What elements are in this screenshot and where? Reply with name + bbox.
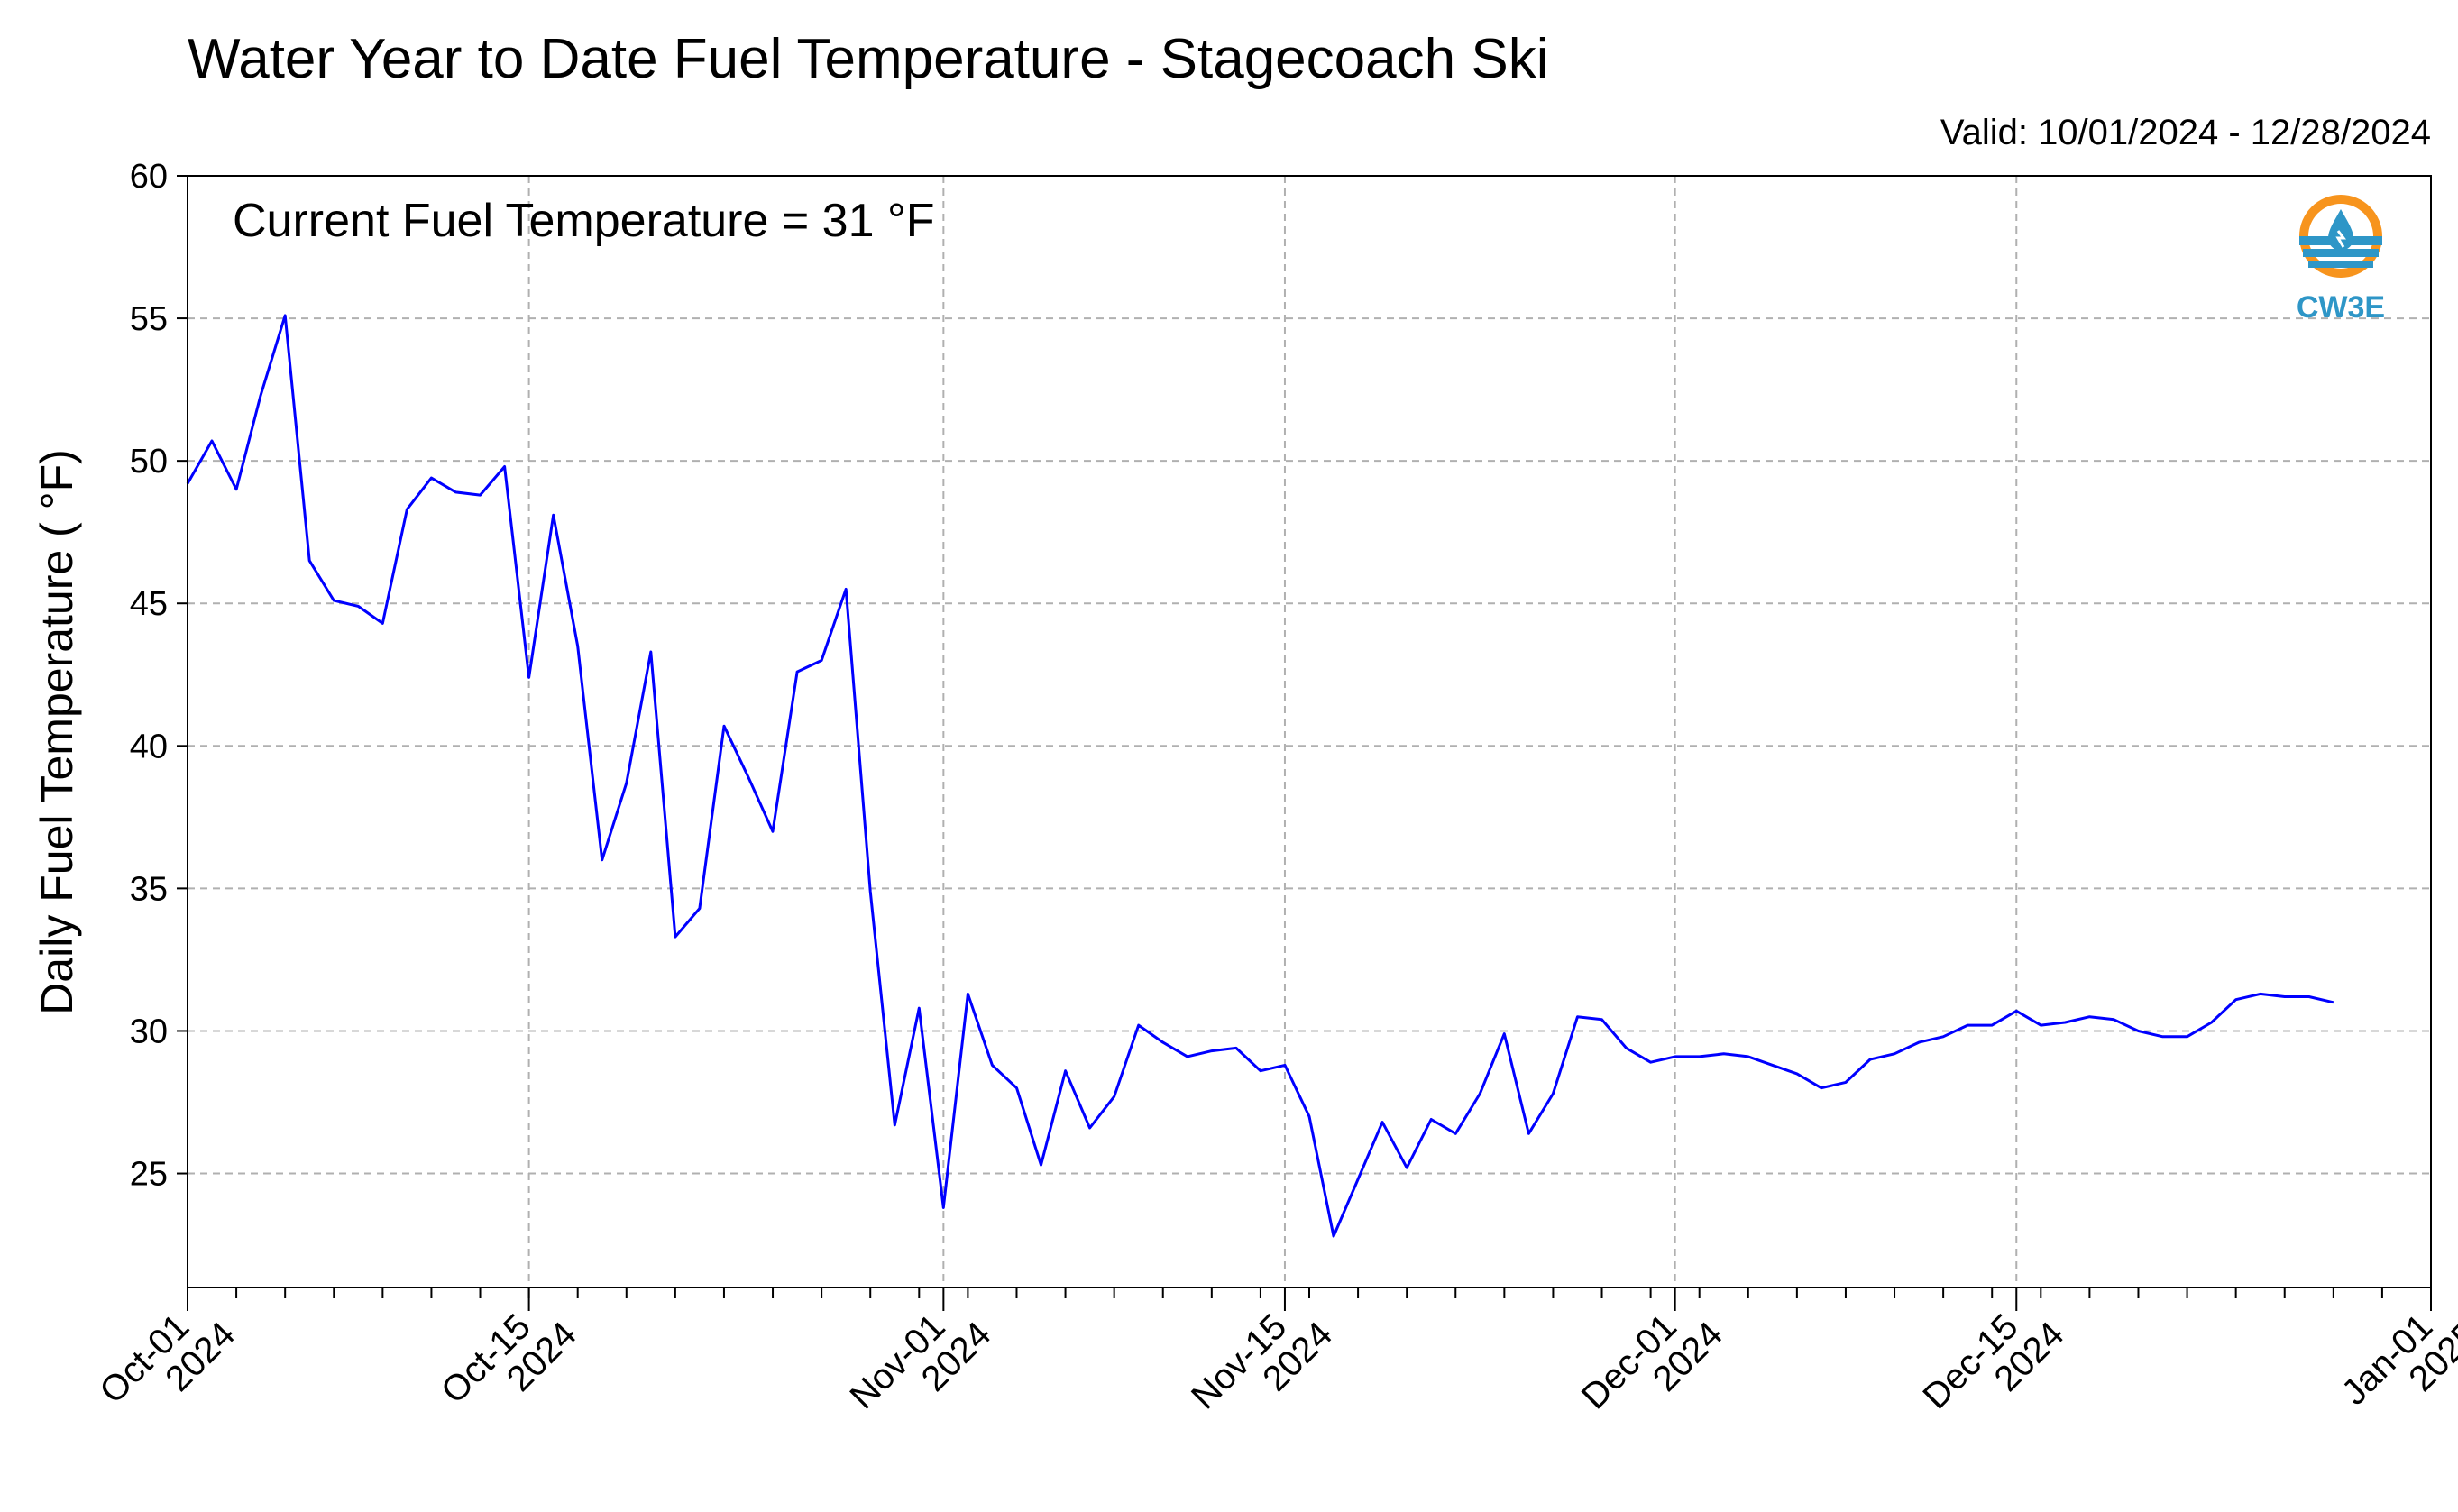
cw3e-logo: CW3E — [2297, 195, 2385, 325]
cw3e-water-drop-logo-icon — [2299, 195, 2382, 278]
plot-frame — [187, 175, 2432, 1288]
y-tick-label: 30 — [130, 1013, 168, 1050]
fuel-temperature-line — [186, 314, 2334, 1238]
y-tick-label: 60 — [130, 158, 168, 196]
valid-date-range: Valid: 10/01/2024 - 12/28/2024 — [1940, 113, 2431, 152]
y-tick-label: 40 — [130, 728, 168, 765]
y-axis-label: Daily Fuel Temperature ( °F) — [32, 449, 82, 1015]
plot-area — [186, 314, 2334, 1238]
chart-title: Water Year to Date Fuel Temperature - St… — [188, 28, 1548, 90]
y-tick-label: 55 — [130, 300, 168, 338]
y-tick-label: 50 — [130, 443, 168, 481]
y-tick-label: 25 — [130, 1156, 168, 1194]
cw3e-logo-text: CW3E — [2297, 290, 2385, 325]
current-fuel-temperature-annotation: Current Fuel Temperature = 31 °F — [233, 195, 935, 247]
y-tick-label: 35 — [130, 870, 168, 908]
y-tick-label: 45 — [130, 585, 168, 623]
